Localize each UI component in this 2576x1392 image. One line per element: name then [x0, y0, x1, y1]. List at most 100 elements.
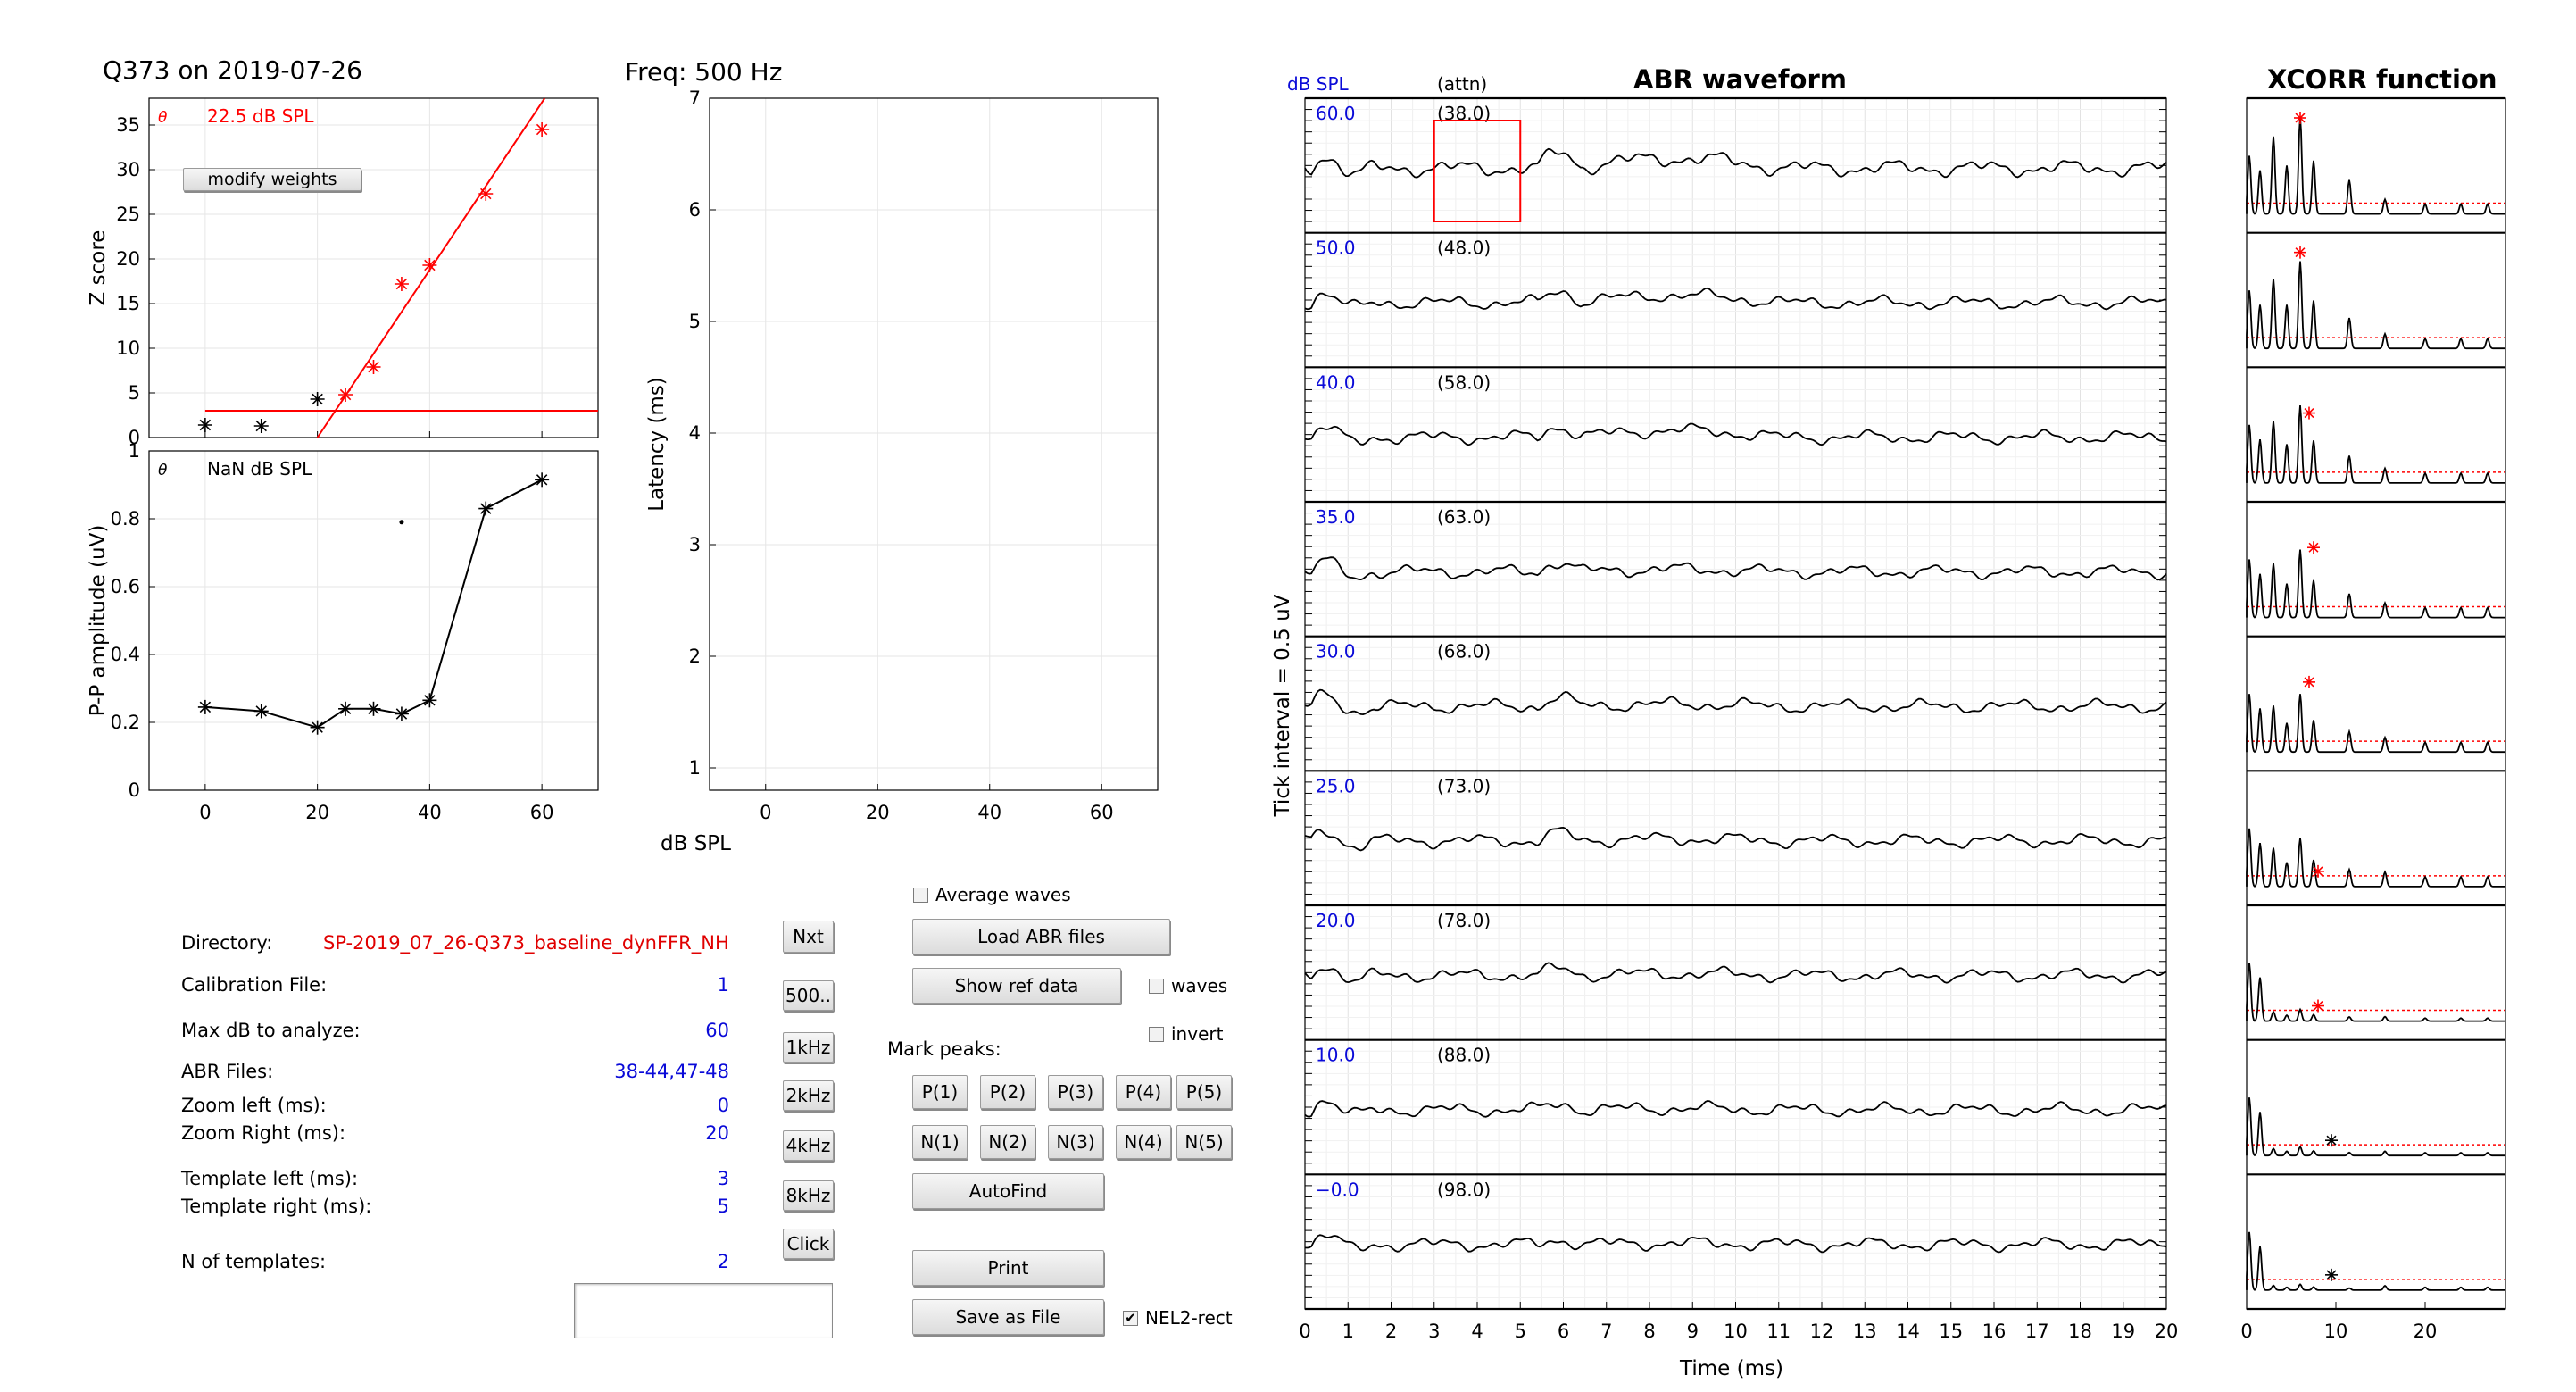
abr-xtick-label: 4 — [1471, 1321, 1483, 1342]
next-button[interactable]: Nxt — [783, 921, 834, 953]
latency-ytick-label: 5 — [689, 311, 701, 332]
abr-attn-label: (58.0) — [1437, 371, 1491, 393]
load-abr-files-button[interactable]: Load ABR files — [912, 919, 1170, 954]
abr-attn-label: (63.0) — [1437, 506, 1491, 528]
abr-attn-label: (88.0) — [1437, 1045, 1491, 1066]
nel2-rect-box[interactable]: ✔ — [1123, 1310, 1138, 1326]
peak-n3-button[interactable]: N(3) — [1048, 1125, 1103, 1159]
waves-label: waves — [1171, 975, 1228, 996]
print-button[interactable]: Print — [912, 1250, 1104, 1286]
zscore-point — [253, 419, 269, 433]
abr-attn-label: (78.0) — [1437, 910, 1491, 931]
abr-xtick-label: 2 — [1385, 1321, 1397, 1342]
abr-files-label: ABR Files: — [181, 1061, 274, 1082]
latency-ytick-label: 6 — [689, 199, 701, 221]
xcorr-max-marker — [2325, 1134, 2338, 1147]
xcorr-max-marker — [2307, 541, 2320, 554]
xcorr-axes — [2246, 97, 2506, 1310]
n-templates-label: N of templates: — [181, 1251, 327, 1272]
abr-xtick-label: 8 — [1643, 1321, 1655, 1342]
directory-value: SP-2019_07_26-Q373_baseline_dynFFR_NH — [323, 932, 729, 954]
amp-ytick-label: 0.6 — [111, 576, 140, 597]
latency-ylabel: Latency (ms) — [645, 377, 669, 512]
xcorr-max-marker — [2303, 406, 2315, 420]
peak-p3-button[interactable]: P(3) — [1048, 1075, 1103, 1109]
abr-attn-label: (98.0) — [1437, 1179, 1491, 1200]
zscore-point — [394, 277, 409, 291]
abr-attn-label: (68.0) — [1437, 641, 1491, 663]
abr-xtick-label: 7 — [1600, 1321, 1612, 1342]
zscore-ytick-label: 25 — [116, 204, 140, 225]
amp-ytick-label: 0.2 — [111, 712, 140, 733]
waves-checkbox[interactable]: waves — [1149, 975, 1227, 996]
abr-xtick-label: 16 — [1982, 1321, 2007, 1342]
zscore-ylabel: Z score — [87, 230, 110, 306]
xcorr-trace — [2246, 549, 2505, 619]
peak-p1-button[interactable]: P(1) — [912, 1075, 968, 1109]
waves-box[interactable] — [1149, 978, 1164, 994]
zscore-ytick-label: 0 — [129, 427, 140, 448]
abr-trace — [1304, 1099, 2167, 1118]
xcorr-function-title: XCORR function — [2267, 64, 2497, 95]
click-stimulus-button[interactable]: Click — [783, 1229, 834, 1259]
freq-8khz-button[interactable]: 8kHz — [783, 1180, 834, 1211]
peak-n4-button[interactable]: N(4) — [1116, 1125, 1171, 1159]
invert-checkbox[interactable]: invert — [1149, 1023, 1223, 1045]
abr-trace — [1304, 287, 2167, 311]
peak-n2-button[interactable]: N(2) — [980, 1125, 1035, 1159]
freq-2khz-button[interactable]: 2kHz — [783, 1080, 834, 1111]
abr-trace — [1304, 556, 2167, 581]
average-waves-box[interactable] — [913, 887, 928, 903]
freq-500-button[interactable]: 500.. — [783, 980, 834, 1011]
abr-level-label: 50.0 — [1316, 238, 1356, 259]
abr-xtick-label: 11 — [1766, 1321, 1791, 1342]
latency-ytick-label: 7 — [689, 88, 701, 109]
abr-xlabel: Time (ms) — [1679, 1357, 1783, 1380]
zscore-ytick-label: 20 — [116, 248, 140, 270]
peak-p2-button[interactable]: P(2) — [980, 1075, 1035, 1109]
amp-axes — [148, 450, 599, 791]
nel2-rect-checkbox[interactable]: ✔ NEL2-rect — [1123, 1307, 1233, 1329]
amp-point — [422, 693, 437, 708]
abr-xtick-label: 18 — [2068, 1321, 2092, 1342]
average-waves-checkbox[interactable]: Average waves — [913, 884, 1071, 905]
abr-xtick-label: 19 — [2111, 1321, 2135, 1342]
save-as-file-button[interactable]: Save as File — [912, 1299, 1104, 1335]
xcorr-trace — [2246, 828, 2505, 888]
template-left-value: 3 — [717, 1168, 729, 1189]
peak-n5-button[interactable]: N(5) — [1176, 1125, 1232, 1159]
autofind-button[interactable]: AutoFind — [912, 1173, 1104, 1209]
peak-p5-button[interactable]: P(5) — [1176, 1075, 1232, 1109]
xcorr-xtick-label: 0 — [2240, 1321, 2252, 1342]
command-input[interactable] — [574, 1283, 833, 1338]
latency-ytick-label: 1 — [689, 757, 701, 779]
show-ref-data-button[interactable]: Show ref data — [912, 968, 1121, 1004]
abr-xtick-label: 9 — [1687, 1321, 1699, 1342]
latency-xtick-label: 0 — [760, 802, 771, 823]
latency-xtick-label: 60 — [1090, 802, 1114, 823]
xcorr-trace — [2246, 117, 2505, 215]
amp-ylabel: P-P amplitude (uV) — [87, 525, 110, 717]
invert-label: invert — [1171, 1023, 1224, 1045]
amp-xtick-label: 0 — [199, 802, 211, 823]
freq-1khz-button[interactable]: 1kHz — [783, 1032, 834, 1063]
abr-trace — [1304, 826, 2167, 852]
amp-point — [310, 720, 325, 735]
average-waves-label: Average waves — [935, 884, 1071, 905]
amp-ytick-label: 0 — [129, 779, 140, 801]
modify-weights-button[interactable]: modify weights — [183, 168, 361, 191]
xcorr-trace — [2246, 963, 2505, 1022]
zscore-point — [197, 418, 212, 432]
latency-ytick-label: 2 — [689, 646, 701, 667]
freq-4khz-button[interactable]: 4kHz — [783, 1130, 834, 1161]
latency-title: Freq: 500 Hz — [625, 57, 782, 87]
xcorr-trace — [2246, 1097, 2505, 1157]
abr-attn-header: (attn) — [1437, 73, 1488, 95]
invert-box[interactable] — [1149, 1026, 1164, 1042]
abr-template-window — [1433, 120, 1522, 222]
amp-ytick-label: 0.8 — [111, 508, 140, 529]
abr-attn-label: (48.0) — [1437, 238, 1491, 259]
peak-p4-button[interactable]: P(4) — [1116, 1075, 1171, 1109]
peak-n1-button[interactable]: N(1) — [912, 1125, 968, 1159]
